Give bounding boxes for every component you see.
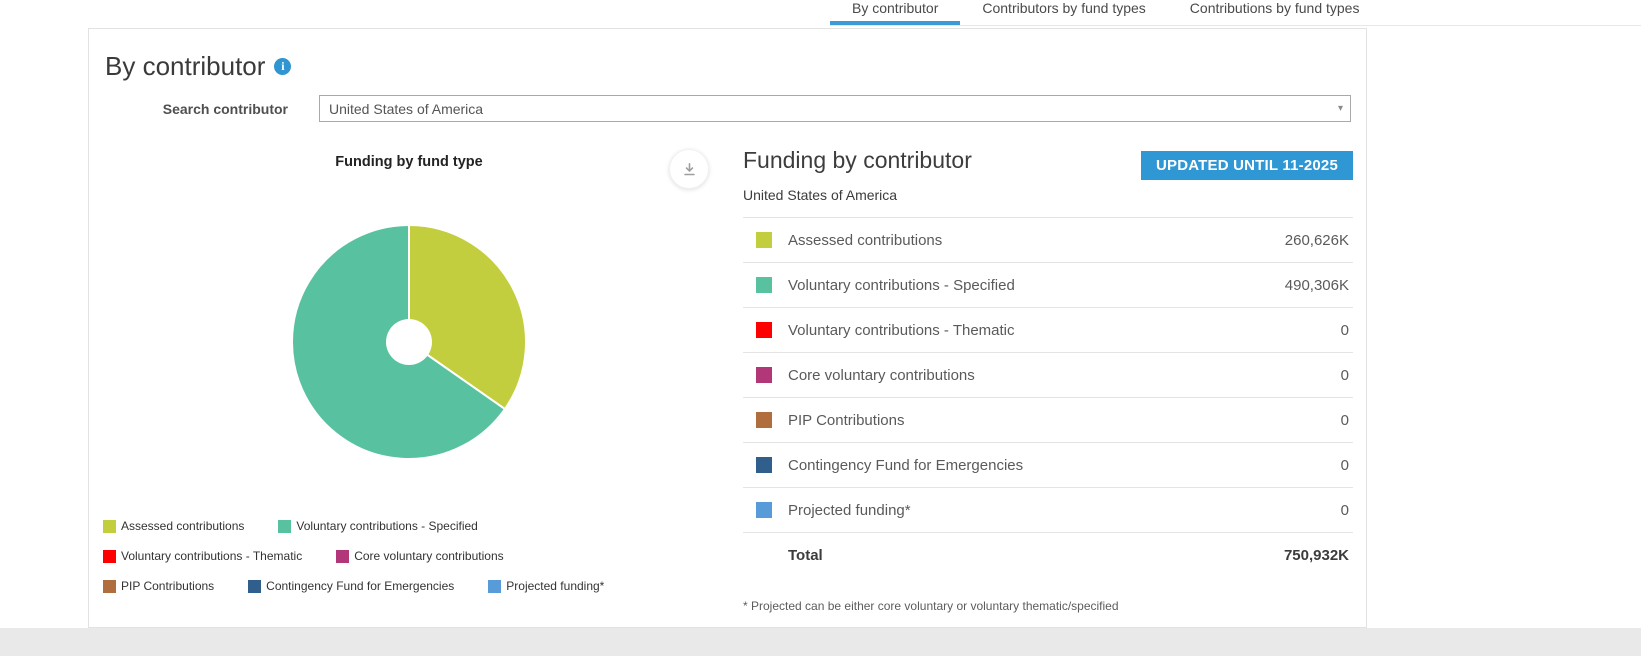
legend-item-pip-contributions[interactable]: PIP Contributions bbox=[103, 579, 214, 593]
contributor-select-value: United States of America bbox=[329, 100, 484, 117]
page-background-band bbox=[0, 628, 1641, 656]
page-title: By contributor bbox=[105, 51, 266, 81]
row-value: 490,306K bbox=[1284, 276, 1349, 294]
tab-contributions-by-fund-types[interactable]: Contributions by fund types bbox=[1168, 0, 1382, 25]
legend-label: Contingency Fund for Emergencies bbox=[266, 579, 455, 593]
legend-swatch bbox=[103, 579, 116, 593]
row-label: Assessed contributions bbox=[788, 231, 943, 249]
tab-by-contributor[interactable]: By contributor bbox=[830, 0, 961, 25]
legend-item-projected-funding[interactable]: Projected funding* bbox=[488, 579, 604, 593]
donut-hole bbox=[386, 319, 432, 365]
chart-title: Funding by fund type bbox=[335, 154, 483, 170]
tab-label: By contributor bbox=[852, 0, 939, 16]
legend-swatch bbox=[336, 549, 350, 563]
legend-item-voluntary-contributions-thematic[interactable]: Voluntary contributions - Thematic bbox=[103, 549, 302, 563]
legend-label: Core voluntary contributions bbox=[354, 549, 504, 563]
page-title-row: By contributor i bbox=[105, 51, 292, 82]
tab-label: Contributions by fund types bbox=[1189, 0, 1360, 16]
table-row: Contingency Fund for Emergencies 0 bbox=[743, 442, 1353, 487]
legend-item-assessed-contributions[interactable]: Assessed contributions bbox=[103, 519, 244, 533]
funding-table: Assessed contributions 260,626K Voluntary … bbox=[743, 217, 1353, 578]
tab-bar: By contributor Contributors by fund types… bbox=[830, 0, 1641, 26]
table-row: Core voluntary contributions 0 bbox=[743, 352, 1353, 397]
row-value: 260,626K bbox=[1284, 231, 1349, 249]
row-value: 0 bbox=[1340, 456, 1349, 474]
color-swatch bbox=[756, 277, 772, 293]
donut-chart-area bbox=[289, 222, 529, 462]
donut-chart[interactable] bbox=[289, 222, 529, 462]
chart-legend: Assessed contributions Voluntary contribu… bbox=[103, 519, 669, 609]
table-row: Voluntary contributions - Specified 490,3… bbox=[743, 262, 1353, 307]
legend-swatch bbox=[103, 549, 116, 563]
download-chart-button[interactable] bbox=[669, 149, 709, 189]
total-value: 750,932K bbox=[1283, 547, 1349, 564]
tab-label: Contributors by fund types bbox=[982, 0, 1146, 16]
chevron-down-icon: ▾ bbox=[1337, 103, 1343, 114]
legend-label: Projected funding* bbox=[506, 579, 605, 593]
row-label: PIP Contributions bbox=[788, 411, 905, 429]
legend-swatch bbox=[488, 579, 502, 593]
legend-swatch bbox=[248, 579, 262, 593]
legend-item-core-voluntary-contributions[interactable]: Core voluntary contributions bbox=[336, 549, 504, 563]
color-swatch bbox=[756, 412, 772, 428]
table-row: Voluntary contributions - Thematic 0 bbox=[743, 307, 1353, 352]
selected-contributor-name: United States of America bbox=[743, 187, 898, 203]
table-row: PIP Contributions 0 bbox=[743, 397, 1353, 442]
table-row: Projected funding* 0 bbox=[743, 487, 1353, 532]
total-row: Total 750,932K bbox=[743, 532, 1353, 578]
table-row: Assessed contributions 260,626K bbox=[743, 217, 1353, 262]
funding-by-contributor-panel: Funding by contributor UPDATED UNTIL 11-… bbox=[743, 29, 1353, 629]
legend-item-voluntary-contributions-specified[interactable]: Voluntary contributions - Specified bbox=[278, 519, 478, 533]
info-icon[interactable]: i bbox=[274, 58, 292, 75]
row-label: Projected funding* bbox=[788, 501, 911, 519]
legend-label: Voluntary contributions - Thematic bbox=[121, 549, 303, 563]
row-value: 0 bbox=[1340, 411, 1349, 429]
legend-swatch bbox=[103, 519, 116, 533]
contributor-select[interactable]: United States of America ▾ bbox=[319, 95, 1351, 122]
search-contributor-label: Search contributor bbox=[162, 101, 288, 117]
legend-item-contingency-fund-for-emergencies[interactable]: Contingency Fund for Emergencies bbox=[248, 579, 454, 593]
color-swatch bbox=[756, 232, 772, 248]
projected-footnote: * Projected can be either core voluntary… bbox=[743, 599, 1119, 613]
funding-table-rows: Assessed contributions 260,626K Voluntary … bbox=[743, 217, 1353, 532]
row-value: 0 bbox=[1340, 501, 1349, 519]
row-label: Voluntary contributions - Thematic bbox=[788, 321, 1015, 339]
legend-label: Assessed contributions bbox=[121, 519, 245, 533]
row-label: Voluntary contributions - Specified bbox=[788, 276, 1015, 294]
total-label: Total bbox=[788, 547, 823, 564]
legend-label: Voluntary contributions - Specified bbox=[296, 519, 478, 533]
row-label: Contingency Fund for Emergencies bbox=[788, 456, 1024, 474]
download-icon bbox=[683, 162, 695, 175]
updated-until-badge: UPDATED UNTIL 11-2025 bbox=[1140, 151, 1353, 180]
legend-label: PIP Contributions bbox=[121, 579, 215, 593]
tab-contributors-by-fund-types[interactable]: Contributors by fund types bbox=[960, 0, 1167, 25]
legend-swatch bbox=[278, 519, 292, 533]
row-label: Core voluntary contributions bbox=[788, 366, 975, 384]
color-swatch bbox=[756, 502, 772, 518]
funding-panel-title: Funding by contributor bbox=[743, 147, 972, 173]
color-swatch bbox=[756, 367, 772, 383]
by-contributor-card: By contributor i Search contributor Unit… bbox=[88, 28, 1367, 628]
row-value: 0 bbox=[1340, 321, 1349, 339]
color-swatch bbox=[756, 322, 772, 338]
color-swatch bbox=[756, 457, 772, 473]
donut-slice-assessed-contributions[interactable] bbox=[408, 224, 527, 411]
row-value: 0 bbox=[1340, 366, 1349, 384]
